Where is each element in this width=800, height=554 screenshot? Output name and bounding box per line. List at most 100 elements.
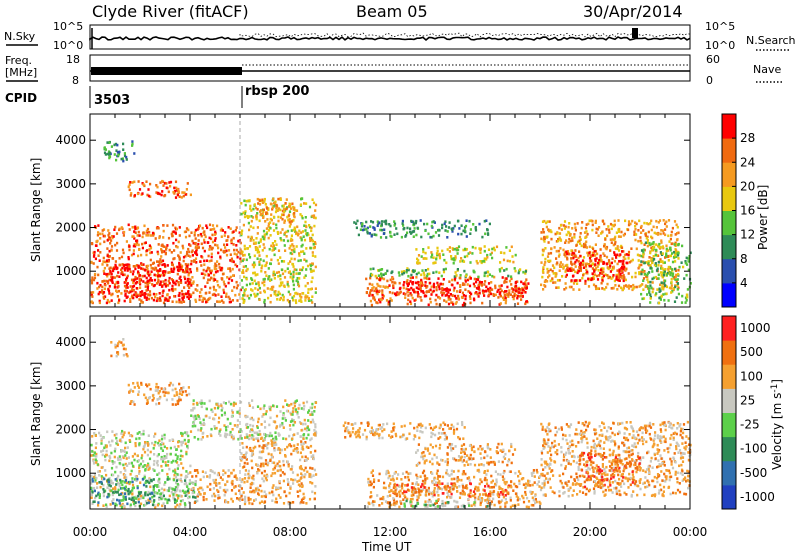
heatmap-cell [159, 282, 162, 286]
heatmap-cell [234, 229, 237, 232]
heatmap-cell [148, 481, 151, 485]
heatmap-cell [127, 487, 130, 491]
heatmap-cell [448, 250, 451, 253]
heatmap-cell [426, 274, 429, 278]
heatmap-cell [158, 260, 161, 263]
heatmap-cell [134, 504, 137, 508]
freq-panel: Freq. [MHz] 18 8 60 0 Nave [5, 53, 782, 87]
heatmap-cell [299, 259, 302, 262]
heatmap-cell [108, 285, 111, 288]
heatmap-cell [119, 263, 122, 267]
heatmap-cell [249, 225, 252, 228]
heatmap-cell [414, 298, 417, 302]
heatmap-cell [646, 239, 649, 242]
heatmap-cell [174, 180, 178, 184]
heatmap-cell [312, 433, 316, 436]
heatmap-cell [601, 230, 604, 233]
heatmap-cell [100, 482, 103, 485]
heatmap-cell [144, 493, 147, 497]
heatmap-cell [163, 433, 166, 437]
heatmap-cell [248, 253, 251, 256]
heatmap-cell [143, 474, 146, 478]
heatmap-cell [558, 226, 561, 230]
heatmap-cell [255, 282, 258, 286]
heatmap-cell [541, 270, 545, 273]
heatmap-cell [220, 235, 223, 238]
heatmap-cell [162, 250, 165, 253]
heatmap-cell [214, 237, 217, 240]
heatmap-cell [675, 223, 678, 227]
heatmap-cell [190, 262, 193, 266]
heatmap-cell [103, 240, 106, 244]
heatmap-cell [464, 224, 468, 228]
heatmap-cell [243, 477, 247, 480]
heatmap-cell [132, 244, 135, 248]
heatmap-cell [177, 445, 180, 448]
heatmap-cell [379, 268, 382, 272]
heatmap-cell [179, 440, 183, 444]
heatmap-cell [226, 425, 229, 428]
heatmap-cell [211, 410, 214, 413]
heatmap-cell [148, 478, 151, 481]
heatmap-cell [581, 276, 584, 280]
heatmap-cell [300, 422, 303, 425]
heatmap-cell [252, 438, 255, 441]
heatmap-cell [108, 292, 111, 295]
heatmap-cell [308, 205, 312, 209]
heatmap-cell [254, 273, 257, 277]
heatmap-cell [308, 472, 311, 476]
heatmap-cell [210, 408, 213, 412]
heatmap-cell [508, 279, 512, 283]
heatmap-cell [460, 232, 463, 236]
heatmap-cell [431, 253, 434, 256]
heatmap-cell [137, 243, 140, 247]
heatmap-cell [625, 267, 628, 271]
heatmap-cell [135, 239, 138, 243]
heatmap-cell [552, 272, 555, 275]
heatmap-cell [454, 255, 457, 258]
heatmap-cell [182, 194, 185, 198]
heatmap-cell [92, 454, 95, 457]
heatmap-cell [122, 498, 125, 502]
heatmap-cell [273, 273, 276, 277]
heatmap-cell [259, 209, 263, 212]
heatmap-cell [176, 402, 180, 406]
heatmap-cell [558, 236, 561, 240]
heatmap-cell [129, 434, 132, 437]
heatmap-cell [277, 207, 280, 210]
heatmap-cell [469, 301, 472, 305]
heatmap-cell [499, 302, 502, 305]
heatmap-cell [486, 253, 489, 257]
heatmap-cell [213, 417, 216, 421]
heatmap-cell [153, 504, 156, 507]
heatmap-cell [232, 230, 235, 233]
heatmap-cell [475, 278, 478, 281]
power-ylabel: Slant Range [km] [29, 158, 43, 262]
heatmap-cell [259, 240, 262, 243]
heatmap-cell [674, 267, 677, 271]
heatmap-cell [642, 270, 645, 274]
heatmap-cell [585, 268, 588, 272]
heatmap-cell [183, 482, 186, 486]
heatmap-cell [261, 264, 264, 268]
heatmap-cell [171, 300, 174, 303]
heatmap-cell [522, 270, 525, 274]
heatmap-cell [383, 220, 386, 223]
heatmap-cell [401, 222, 404, 225]
heatmap-cell [234, 492, 237, 496]
heatmap-cell [148, 383, 151, 386]
heatmap-cell [561, 263, 564, 266]
heatmap-cell [445, 300, 448, 304]
heatmap-cell [116, 274, 119, 278]
heatmap-cell [90, 242, 94, 245]
heatmap-cell [270, 474, 273, 478]
heatmap-cell [430, 255, 433, 259]
heatmap-cell [145, 485, 148, 488]
heatmap-cell [254, 295, 257, 298]
heatmap-cell [98, 470, 101, 473]
heatmap-cell [299, 298, 302, 302]
heatmap-cell [376, 224, 379, 227]
heatmap-cell [594, 249, 597, 253]
heatmap-cell [286, 267, 289, 270]
